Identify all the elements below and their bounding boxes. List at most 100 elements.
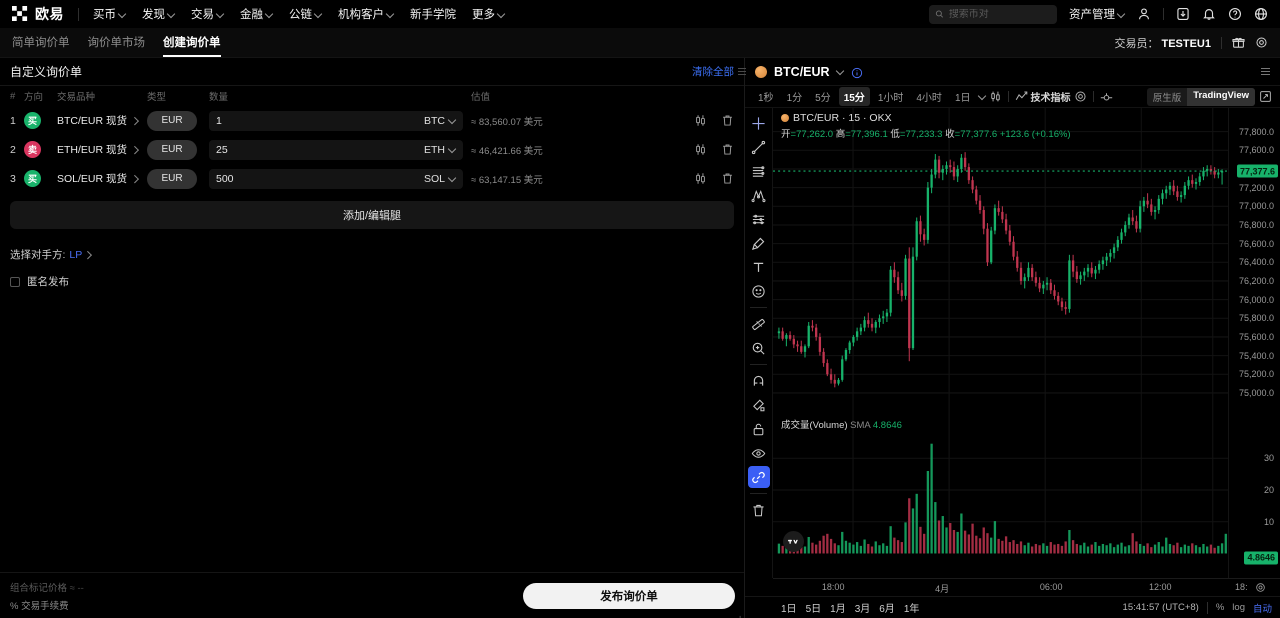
quantity-unit-selector[interactable]: ETH <box>424 144 456 156</box>
nav-item-academy[interactable]: 新手学院 <box>410 6 456 22</box>
instrument-selector[interactable]: BTC/EUR 现货 <box>57 113 147 128</box>
delete-row-icon[interactable] <box>721 143 734 156</box>
timeframe-1s[interactable]: 1秒 <box>758 93 774 104</box>
resize-corner-handle[interactable] <box>734 609 741 618</box>
fullscreen-icon[interactable] <box>1259 90 1272 103</box>
nav-item-trade[interactable]: 交易 <box>191 6 224 22</box>
horizontal-lines-tool-icon[interactable] <box>748 160 770 182</box>
quantity-field[interactable]: SOL <box>209 168 463 189</box>
view-mode-native[interactable]: 原生版 <box>1152 92 1182 104</box>
timeframe-15m[interactable]: 15分 <box>838 87 870 106</box>
nav-item-institution[interactable]: 机构客户 <box>338 6 394 22</box>
sync-link-tool-icon[interactable] <box>747 466 770 488</box>
range-5d[interactable]: 5日 <box>805 604 822 615</box>
delete-row-icon[interactable] <box>721 114 734 127</box>
chevron-down-icon[interactable] <box>979 93 986 100</box>
nav-item-chain[interactable]: 公链 <box>289 6 322 22</box>
candlestick-chart-icon[interactable] <box>694 143 707 156</box>
auto-scale-button[interactable]: 自动 <box>1252 603 1272 615</box>
quantity-input[interactable] <box>216 114 424 127</box>
timeframe-4h[interactable]: 4小时 <box>916 93 942 104</box>
pitchfork-tool-icon[interactable] <box>748 184 770 206</box>
timeframe-1d[interactable]: 1日 <box>954 93 971 104</box>
instrument-selector[interactable]: ETH/EUR 现货 <box>57 142 147 157</box>
measure-ruler-icon[interactable] <box>748 313 770 335</box>
fibonacci-tool-icon[interactable] <box>748 208 770 230</box>
quantity-input[interactable] <box>216 143 424 156</box>
chart-settings-gear-icon[interactable] <box>1074 90 1087 103</box>
type-pill-button[interactable]: EUR <box>147 139 197 160</box>
side-badge-sell[interactable]: 卖 <box>24 141 41 158</box>
side-badge-buy[interactable]: 买 <box>24 112 41 129</box>
settings-gear-icon[interactable] <box>1255 36 1268 49</box>
row-side[interactable]: 卖 <box>24 141 57 158</box>
range-3mo[interactable]: 3月 <box>854 604 871 615</box>
tab-rfq-market[interactable]: 询价单市场 <box>88 28 146 57</box>
range-6mo[interactable]: 6月 <box>879 604 895 615</box>
quantity-unit-selector[interactable]: SOL <box>424 173 456 185</box>
row-instrument[interactable]: ETH/EUR 现货 <box>57 142 147 157</box>
quantity-input[interactable] <box>216 172 424 185</box>
timeframe-5m[interactable]: 5分 <box>815 93 831 104</box>
range-1mo[interactable]: 1月 <box>830 604 846 615</box>
counterparty-selector[interactable]: LP <box>69 249 91 261</box>
candlestick-chart-icon[interactable] <box>694 114 707 127</box>
brush-tool-icon[interactable] <box>748 232 770 254</box>
lock-tool-icon[interactable] <box>748 418 770 440</box>
chart-menu-icon[interactable] <box>1261 68 1270 75</box>
type-pill-button[interactable]: EUR <box>147 168 197 189</box>
search-input[interactable] <box>948 8 1051 20</box>
row-instrument[interactable]: SOL/EUR 现货 <box>57 171 147 186</box>
magnet-tool-icon[interactable] <box>748 370 770 392</box>
timeframe-1h[interactable]: 1小时 <box>877 93 904 104</box>
range-1y[interactable]: 1年 <box>903 604 920 615</box>
type-pill-button[interactable]: EUR <box>147 110 197 131</box>
nav-item-more[interactable]: 更多 <box>472 6 505 22</box>
view-mode-tradingview[interactable]: TradingView <box>1187 87 1255 106</box>
quantity-field[interactable]: BTC <box>209 110 463 131</box>
chart-type-candles-icon[interactable] <box>989 90 1002 103</box>
download-icon[interactable] <box>1176 7 1190 21</box>
indicators-icon[interactable] <box>1015 90 1028 103</box>
user-icon[interactable] <box>1137 7 1151 21</box>
price-axis[interactable]: 77,800.0 77,600.0 77,200.0 77,000.0 76,800.0… <box>1228 108 1280 578</box>
range-1d[interactable]: 1日 <box>781 604 797 615</box>
tab-simple-rfq[interactable]: 简单询价单 <box>12 28 70 57</box>
row-side[interactable]: 买 <box>24 170 57 187</box>
help-icon[interactable] <box>1228 7 1242 21</box>
globe-icon[interactable] <box>1254 7 1268 21</box>
price-volume-plot[interactable]: BTC/EUR · 15 · OKX 开=77,262.0 高=77,396.1… <box>773 108 1228 578</box>
row-side[interactable]: 买 <box>24 112 57 129</box>
info-icon[interactable] <box>851 66 863 78</box>
instrument-selector[interactable]: SOL/EUR 现货 <box>57 171 147 186</box>
crosshair-tool-icon[interactable] <box>748 112 770 134</box>
quantity-unit-selector[interactable]: BTC <box>424 115 456 127</box>
text-tool-icon[interactable] <box>748 256 770 278</box>
timeframe-1m[interactable]: 1分 <box>786 93 803 104</box>
edit-drawing-icon[interactable] <box>748 394 770 416</box>
indicators-label[interactable]: 技术指标 <box>1030 93 1071 104</box>
clear-all-button[interactable]: 清除全部 <box>692 66 734 78</box>
publish-rfq-button[interactable]: 发布询价单 <box>523 582 735 609</box>
log-scale-button[interactable]: log <box>1232 602 1245 613</box>
zoom-tool-icon[interactable] <box>748 337 770 359</box>
gift-icon[interactable] <box>1232 36 1245 49</box>
delete-row-icon[interactable] <box>721 172 734 185</box>
nav-item-finance[interactable]: 金融 <box>240 6 273 22</box>
emoji-tool-icon[interactable] <box>748 280 770 302</box>
tab-create-rfq[interactable]: 创建询价单 <box>163 28 221 57</box>
percent-scale-button[interactable]: % <box>1215 602 1225 613</box>
time-axis-gear-icon[interactable] <box>1255 582 1266 593</box>
asset-management-menu[interactable]: 资产管理 <box>1069 6 1125 22</box>
nav-item-buy[interactable]: 买币 <box>93 6 126 22</box>
panel-resize-handle[interactable] <box>738 64 748 78</box>
add-edit-leg-button[interactable]: 添加/编辑腿 <box>10 201 734 229</box>
row-instrument[interactable]: BTC/EUR 现货 <box>57 113 147 128</box>
anonymous-checkbox[interactable] <box>10 276 20 287</box>
nav-item-discover[interactable]: 发现 <box>142 6 175 22</box>
bell-icon[interactable] <box>1202 7 1216 21</box>
chevron-down-icon[interactable] <box>837 68 844 75</box>
search-box[interactable] <box>929 4 1057 24</box>
candlestick-chart-icon[interactable] <box>694 172 707 185</box>
time-axis[interactable]: 18:00 4月 06:00 12:00 18: <box>773 578 1280 596</box>
